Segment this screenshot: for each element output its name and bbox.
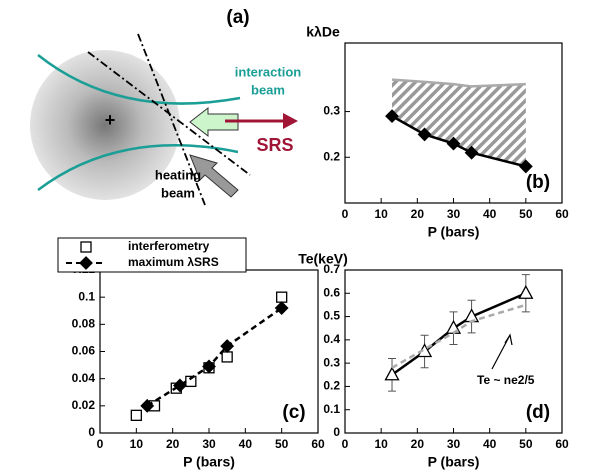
point (221, 351, 233, 363)
series-line (391, 78, 526, 88)
x-tick-label: 50 (519, 207, 533, 221)
x-tick-label: 30 (447, 437, 461, 451)
y-tick-label: 0.6 (323, 285, 340, 299)
y-tick-label: 0 (333, 425, 340, 439)
point (276, 291, 288, 303)
x-tick-label: 10 (374, 207, 388, 221)
heating-arrow (189, 154, 239, 198)
y-axis-title: kλDe (306, 24, 340, 40)
point (385, 109, 399, 124)
x-tick-label: 0 (342, 437, 349, 451)
y-tick-label: 0.2 (323, 379, 340, 393)
beam-label: beam (161, 185, 195, 200)
beam-edge (37, 144, 239, 191)
x-tick-label: 0 (97, 437, 104, 451)
x-axis-title: P (bars) (428, 454, 480, 470)
x-tick-label: 50 (519, 437, 533, 451)
y-tick-label: 0.02 (72, 398, 96, 412)
x-tick-label: 20 (166, 437, 180, 451)
beam-edge (37, 54, 241, 105)
x-axis-title: P (bars) (428, 224, 480, 240)
legend-symbol (80, 241, 92, 253)
x-tick-label: 60 (555, 207, 569, 221)
y-tick-label: 0.2 (323, 149, 340, 163)
point (518, 284, 534, 299)
y-tick-label: 0.3 (323, 104, 340, 118)
point (173, 378, 187, 393)
x-tick-label: 20 (411, 437, 425, 451)
x-tick-label: 30 (447, 207, 461, 221)
x-tick-label: 60 (555, 437, 569, 451)
y-tick-label: 0.06 (72, 344, 96, 358)
x-tick-label: 40 (483, 207, 497, 221)
x-tick-label: 40 (239, 437, 253, 451)
y-tick-label: 0.1 (78, 289, 95, 303)
x-tick-label: 10 (374, 437, 388, 451)
point (220, 339, 235, 353)
series-line (146, 307, 283, 407)
panel-label: (d) (526, 402, 550, 423)
diagram: + (a) interaction beam SRS heating beam (30, 7, 302, 206)
point (202, 359, 216, 374)
point (384, 366, 400, 381)
point (140, 398, 155, 413)
y-tick-label: 0 (88, 425, 95, 439)
series-line (391, 303, 527, 369)
x-tick-label: 40 (483, 437, 497, 451)
x-tick-label: 60 (311, 437, 325, 451)
srs-arrow-head (283, 113, 298, 129)
annotation-arrow (491, 333, 513, 370)
point (518, 159, 533, 174)
x-tick-label: 30 (202, 437, 216, 451)
legend-symbol (79, 256, 93, 270)
panel-label: (b) (526, 172, 550, 193)
center-mark: + (105, 110, 116, 130)
y-axis-title: Te(keV) (298, 251, 348, 267)
y-tick-label: 0.3 (323, 355, 340, 369)
x-tick-label: 10 (130, 437, 144, 451)
annotation: Te ~ ne2/5 (477, 373, 535, 387)
point (446, 136, 461, 151)
x-tick-label: 50 (275, 437, 289, 451)
beam-label: heating (155, 167, 201, 182)
y-tick-label: 0.08 (72, 317, 96, 331)
x-tick-label: 0 (342, 207, 349, 221)
hatch-fill (392, 79, 526, 167)
y-tick-label: 0.5 (323, 309, 340, 323)
scatter-arrow (189, 106, 239, 138)
legend-label: interferometry (128, 239, 210, 253)
series-line (391, 292, 527, 376)
y-tick-label: 0.1 (323, 402, 340, 416)
x-tick-label: 20 (411, 207, 425, 221)
point (417, 127, 432, 142)
point (130, 409, 142, 421)
plot-frame (344, 42, 563, 204)
legend-label: maximum λSRS (128, 255, 219, 269)
point (464, 145, 479, 160)
beam-label: interaction (235, 64, 302, 79)
y-tick-label: 0.7 (323, 262, 340, 276)
y-tick-label: 0.04 (72, 371, 96, 385)
heating-edge (137, 33, 206, 206)
x-axis-title: P (bars) (183, 454, 235, 470)
panel-label: (c) (282, 402, 305, 423)
plot-frame (344, 269, 563, 434)
plasma (30, 50, 180, 200)
y-tick-label: 0.4 (323, 332, 340, 346)
beam-label: beam (251, 82, 285, 97)
srs-label: SRS (256, 135, 293, 155)
point (274, 301, 289, 315)
panel-label: (a) (226, 7, 249, 28)
